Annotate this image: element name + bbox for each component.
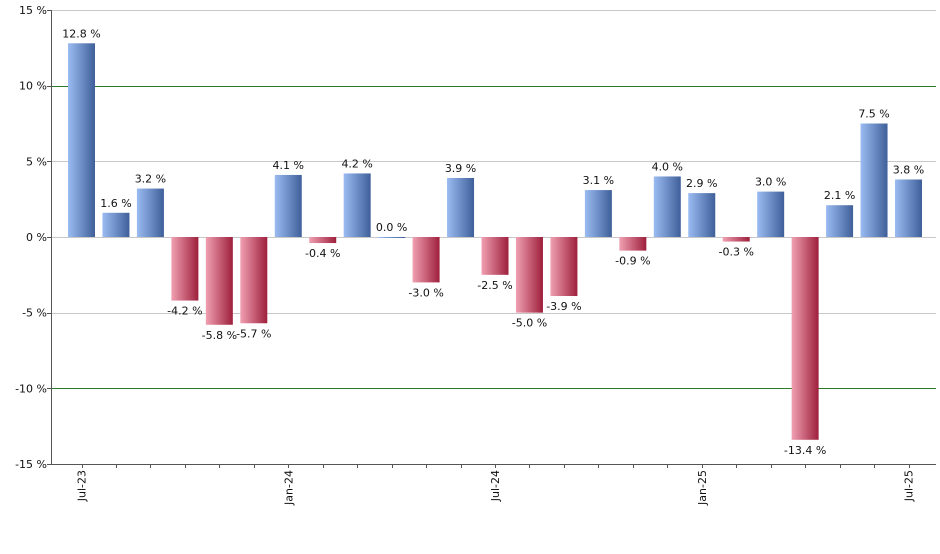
value-label: -13.4 % (784, 444, 826, 457)
value-label: 0.0 % (376, 221, 407, 234)
value-label: 2.1 % (824, 189, 855, 202)
y-tick-label: -10 % (15, 382, 47, 395)
x-tick-label: Jul-23 (76, 470, 89, 502)
bar-oct-23 (171, 237, 199, 301)
value-label: -0.9 % (615, 255, 650, 268)
bar-feb-25 (722, 237, 750, 242)
bar-jun-25 (860, 123, 888, 237)
value-label: -5.7 % (236, 327, 271, 340)
value-label: 3.9 % (445, 162, 476, 175)
value-label: 12.8 % (62, 27, 100, 40)
bar-dec-23 (240, 237, 268, 324)
value-label: 4.0 % (652, 160, 683, 173)
y-tick-label: 15 % (19, 4, 47, 17)
value-label: -4.2 % (167, 305, 202, 318)
bar-feb-24 (309, 237, 337, 244)
value-label: -3.0 % (408, 286, 443, 299)
x-tick-label: Jan-24 (282, 470, 295, 506)
bar-jul-23 (68, 43, 95, 237)
y-tick-label: 10 % (19, 80, 47, 93)
bar-mar-25 (757, 191, 785, 237)
bar-nov-23 (205, 237, 233, 325)
x-tick-label: Jul-25 (903, 470, 916, 502)
value-label: 3.0 % (755, 176, 786, 189)
x-tick-label: Jan-25 (696, 470, 709, 506)
value-label: -5.8 % (202, 329, 237, 342)
bar-apr-25 (791, 237, 819, 440)
bar-aug-24 (515, 237, 543, 313)
value-label: -5.0 % (512, 317, 547, 330)
value-label: 2.9 % (686, 177, 717, 190)
bar-sep-23 (136, 188, 164, 237)
y-tick-label: -15 % (15, 458, 47, 471)
x-tick-label: Jul-24 (489, 470, 502, 502)
bar-jul-25 (895, 179, 922, 237)
value-label: 3.8 % (893, 163, 924, 176)
value-label: 3.1 % (583, 174, 614, 187)
bar-jun-24 (447, 177, 475, 237)
bar-jul-24 (481, 237, 509, 275)
bar-sep-24 (550, 237, 578, 297)
bar-may-25 (826, 205, 854, 237)
bar-oct-24 (584, 190, 612, 237)
bar-apr-24 (378, 237, 406, 238)
y-tick-label: 0 % (26, 231, 47, 244)
value-label: 4.1 % (273, 159, 304, 172)
bar-aug-23 (102, 212, 130, 237)
y-tick-label: -5 % (22, 307, 47, 320)
axis-layer: 15 % 10 % 5 % 0 % -5 % -10 % -15 % Jul-23 Jan-24… (15, 4, 936, 506)
bar-mar-24 (343, 173, 371, 237)
bar-jan-24 (274, 174, 302, 237)
bar-dec-24 (653, 176, 681, 237)
value-label: -3.9 % (546, 300, 581, 313)
value-label: -0.4 % (305, 247, 340, 260)
label-layer: 12.8 % 1.6 % 3.2 % -4.2 %-5.8 % -5.7 % 4.1 % -… (62, 27, 924, 456)
value-label: 7.5 % (858, 108, 889, 121)
bar-may-24 (412, 237, 440, 283)
bar-layer (68, 43, 922, 440)
y-tick-label: 5 % (26, 155, 47, 168)
bar-jan-25 (688, 193, 716, 237)
value-label: 1.6 % (100, 197, 131, 210)
value-label: -2.5 % (477, 279, 512, 292)
value-label: -0.3 % (718, 246, 753, 259)
value-label: 4.2 % (341, 157, 372, 170)
bar-nov-24 (619, 237, 647, 251)
value-label: 3.2 % (135, 173, 166, 186)
